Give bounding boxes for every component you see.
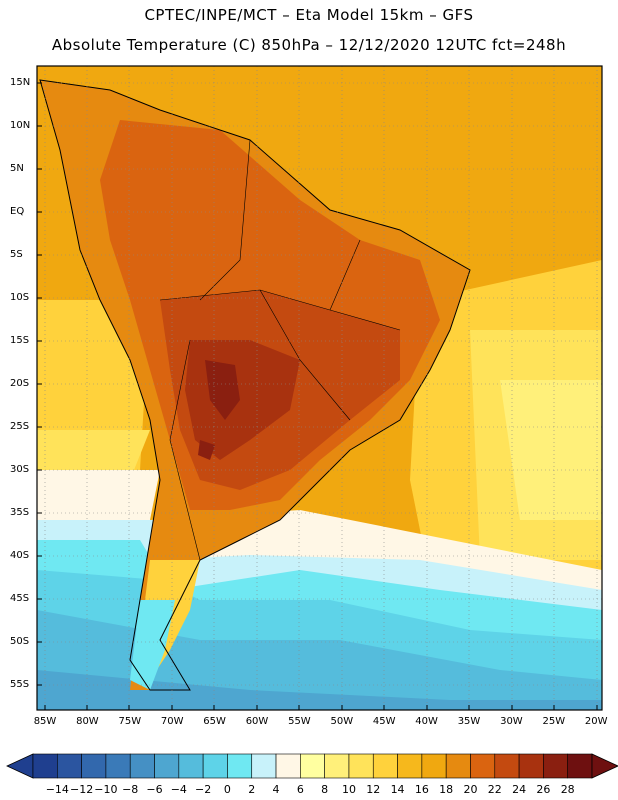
- colorbar-swatch: [275, 753, 301, 779]
- colorbar-label: 0: [223, 783, 231, 796]
- colorbar-swatch: [81, 753, 107, 779]
- lon-label: 55W: [288, 716, 311, 727]
- lat-label: 55S: [10, 679, 30, 690]
- colorbar-swatch: [227, 753, 253, 779]
- map-field: [37, 66, 602, 710]
- colorbar-swatch: [324, 753, 350, 779]
- colorbar-swatch: [32, 753, 58, 779]
- colorbar-swatch: [397, 753, 423, 779]
- colorbar-swatch: [372, 753, 398, 779]
- lon-label: 20W: [584, 716, 608, 727]
- colorbar-swatch: [202, 753, 228, 779]
- lon-label: 85W: [33, 716, 57, 727]
- colorbar-swatch: [494, 753, 520, 779]
- lon-label: 45W: [372, 716, 396, 727]
- colorbar-swatch: [251, 753, 277, 779]
- axis-ticks: [37, 82, 598, 710]
- lon-label: 35W: [457, 716, 481, 727]
- colorbar-swatch: [445, 753, 471, 779]
- colorbar-swatch: [129, 753, 155, 779]
- colorbar-label: 24: [512, 783, 527, 796]
- lon-label: 30W: [500, 716, 523, 727]
- lat-label: 30S: [10, 464, 30, 475]
- lat-label: 10S: [10, 292, 30, 303]
- lon-label: 65W: [203, 716, 226, 727]
- colorbar-swatch: [518, 753, 544, 779]
- lat-label: EQ: [10, 206, 25, 217]
- colorbar-label: 18: [439, 783, 454, 796]
- colorbar-label: 26: [536, 783, 551, 796]
- lon-label: 50W: [330, 716, 354, 727]
- lon-label: 40W: [415, 716, 438, 727]
- lat-label: 45S: [10, 593, 30, 604]
- lon-label: 75W: [118, 716, 142, 727]
- colorbar-label: 22: [487, 783, 502, 796]
- colorbar-label: −2: [195, 783, 212, 796]
- lon-label: 80W: [76, 716, 99, 727]
- title-line-1: CPTEC/INPE/MCT – Eta Model 15km – GFS: [144, 6, 474, 24]
- colorbar-label: 4: [272, 783, 280, 796]
- colorbar-swatch: [105, 753, 131, 779]
- colorbar-label: 2: [248, 783, 256, 796]
- colorbar-label: 12: [366, 783, 381, 796]
- colorbar-label: 6: [296, 783, 304, 796]
- lat-label: 5S: [10, 249, 23, 260]
- colorbar-label: 16: [414, 783, 429, 796]
- colorbar-swatch: [178, 753, 204, 779]
- colorbar-swatch: [470, 753, 496, 779]
- colorbar-swatch: [300, 753, 325, 779]
- lat-label: 40S: [10, 550, 30, 561]
- lon-label: 70W: [160, 716, 184, 727]
- title-line-2: Absolute Temperature (C) 850hPa – 12/12/…: [51, 36, 567, 54]
- lat-label: 10N: [10, 120, 31, 131]
- colorbar-label: 20: [463, 783, 478, 796]
- colorbar-label: −14: [45, 783, 69, 796]
- lon-label: 25W: [542, 716, 566, 727]
- colorbar-swatch: [154, 753, 180, 779]
- colorbar-arrow-high: [591, 753, 618, 779]
- colorbar-swatch: [567, 753, 593, 779]
- colorbar-label: 14: [390, 783, 405, 796]
- colorbar-swatch: [348, 753, 374, 779]
- lon-label: 60W: [245, 716, 269, 727]
- colorbar-label: 28: [560, 783, 575, 796]
- colorbar-swatch: [543, 753, 568, 779]
- colorbar-label: −6: [146, 783, 163, 796]
- colorbar-label: −10: [94, 783, 118, 796]
- colorbar: [6, 753, 618, 779]
- colorbar-arrow-low: [6, 753, 34, 779]
- colorbar-label: −8: [122, 783, 139, 796]
- lat-label: 15N: [10, 77, 31, 88]
- lat-label: 25S: [10, 421, 30, 432]
- lat-label: 35S: [10, 507, 30, 518]
- colorbar-label: −12: [69, 783, 94, 796]
- lat-label: 50S: [10, 636, 30, 647]
- colorbar-label: 10: [341, 783, 356, 796]
- colorbar-label: −4: [170, 783, 187, 796]
- colorbar-swatch: [421, 753, 447, 779]
- lat-label: 20S: [10, 378, 30, 389]
- lat-label: 15S: [10, 335, 30, 346]
- lat-label: 5N: [10, 163, 24, 174]
- colorbar-label: 8: [321, 783, 329, 796]
- colorbar-swatch: [57, 753, 82, 779]
